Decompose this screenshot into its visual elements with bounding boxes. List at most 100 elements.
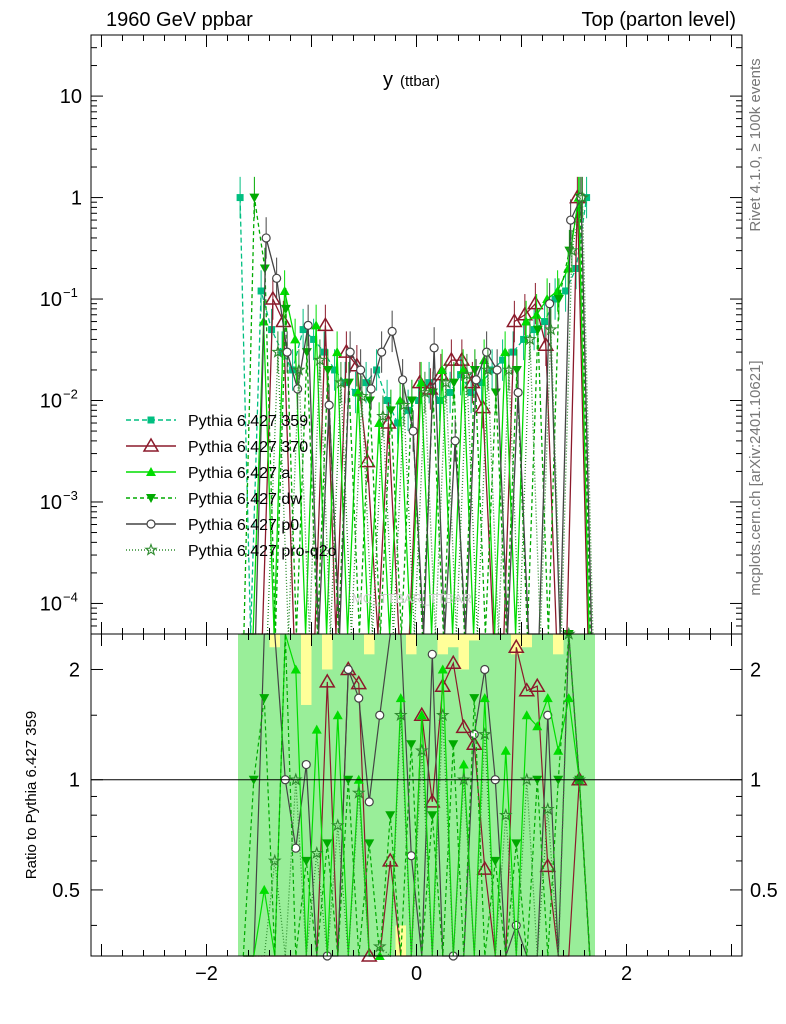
green-band-bin: [532, 634, 543, 956]
data-point: [257, 287, 265, 295]
data-point: [427, 811, 438, 821]
data-point: [542, 693, 553, 703]
data-point: [345, 347, 355, 357]
data-point: [478, 379, 486, 387]
data-point: [457, 371, 465, 379]
data-point: [331, 366, 339, 374]
data-point: [500, 347, 511, 357]
data-point: [394, 419, 402, 427]
data-point: [259, 884, 270, 894]
data-point: [416, 377, 427, 387]
green-band-bin: [343, 634, 354, 956]
data-point: [334, 375, 348, 389]
data-point: [142, 437, 160, 452]
data-point: [444, 654, 462, 669]
data-point: [387, 326, 397, 336]
data-point: [406, 396, 417, 406]
data-point: [506, 313, 523, 328]
y-tick-exponent: −3: [63, 488, 78, 503]
ratio-series-2: [243, 633, 591, 960]
data-point: [290, 664, 301, 674]
data-point: [507, 638, 525, 654]
data-point: [259, 694, 270, 704]
ratio-y-tick-label: 2: [69, 659, 80, 681]
data-point: [301, 856, 312, 866]
data-point: [511, 839, 522, 849]
green-band-bin: [563, 634, 574, 956]
data-point: [374, 418, 385, 428]
y-tick-exponent: −4: [63, 589, 78, 604]
green-band-bin: [238, 634, 249, 956]
ratio-y-tick-label-right: 0.5: [750, 880, 778, 902]
data-point: [309, 845, 324, 859]
green-band-bin: [332, 634, 343, 956]
data-point: [434, 677, 452, 692]
data-point: [293, 384, 303, 394]
green-band-bin: [259, 634, 270, 956]
chart-title-main: y: [383, 69, 393, 91]
data-point: [355, 389, 369, 403]
data-point: [453, 351, 471, 366]
series-5: [246, 176, 594, 635]
x-tick-label: 0: [411, 963, 422, 985]
data-point: [322, 365, 333, 375]
data-point: [310, 335, 318, 343]
data-point: [530, 326, 538, 334]
y-tick-label: 10: [40, 492, 62, 514]
data-point: [414, 743, 429, 757]
data-point: [575, 190, 590, 204]
data-point: [471, 375, 481, 385]
data-point: [566, 215, 576, 225]
ratio-series-4: [243, 626, 591, 958]
data-point: [532, 721, 543, 731]
green-band-bin: [311, 634, 322, 956]
ratio-y-tick-label: 1: [69, 770, 80, 792]
data-point: [383, 397, 391, 405]
green-band-bin: [406, 654, 417, 956]
data-point: [481, 362, 495, 376]
data-point: [372, 939, 387, 953]
legend-label: Pythia 6.427 p0: [188, 517, 299, 534]
data-point: [354, 693, 364, 703]
ratio-y-tick-label: 0.5: [52, 880, 80, 902]
data-point: [267, 853, 282, 867]
data-point: [303, 320, 313, 330]
data-point: [439, 375, 453, 389]
y-tick-label: 1: [71, 188, 82, 210]
header-left: 1960 GeV ppbar: [106, 9, 253, 31]
data-point: [492, 365, 502, 375]
green-band-bin: [269, 647, 280, 956]
data-point: [404, 406, 412, 414]
green-band-bin: [322, 669, 333, 956]
header-right: Top (parton level): [581, 9, 736, 31]
data-point: [350, 675, 368, 690]
data-point: [311, 320, 322, 330]
data-point: [332, 710, 343, 720]
data-point: [406, 851, 416, 861]
data-point: [499, 356, 507, 364]
green-band-bin: [385, 634, 396, 956]
green-band-bin: [542, 634, 553, 956]
y-tick-exponent: −1: [63, 285, 78, 300]
data-point: [397, 398, 411, 411]
data-point: [551, 295, 559, 303]
green-band-bin: [290, 634, 301, 956]
data-point: [435, 707, 450, 722]
green-band-bin: [574, 634, 585, 956]
green-band-bin: [490, 634, 501, 956]
legend-label: Pythia 6.427 370: [188, 439, 308, 456]
data-point: [521, 710, 532, 720]
data-point: [418, 385, 432, 399]
ratio-line: [243, 633, 591, 957]
data-point: [482, 347, 492, 357]
green-band-bin: [437, 654, 448, 956]
data-point: [572, 772, 587, 786]
data-point: [147, 416, 155, 424]
data-point: [436, 397, 444, 405]
green-band-bin: [521, 647, 532, 956]
data-point: [366, 384, 376, 394]
legend-label: Pythia 6.427 359: [188, 413, 308, 430]
data-point: [288, 772, 303, 786]
data-point: [528, 677, 546, 692]
mcplots-label: mcplots.cern.ch [arXiv:2401.10621]: [747, 360, 764, 595]
